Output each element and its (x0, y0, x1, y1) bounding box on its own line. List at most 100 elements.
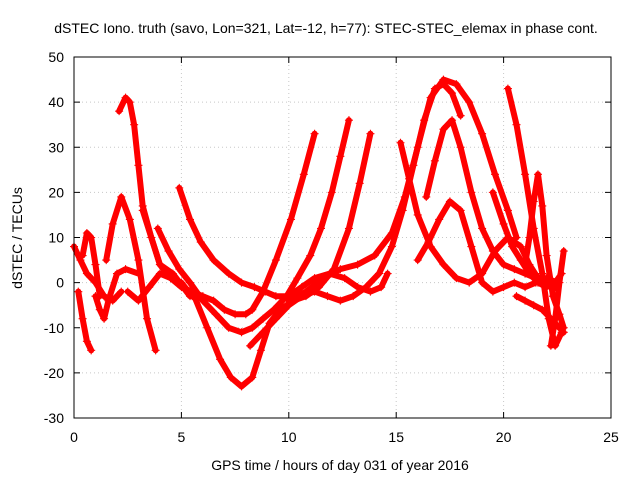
series-line (154, 117, 352, 336)
data-point (246, 341, 255, 350)
data-point (271, 256, 280, 265)
data-point (237, 328, 246, 337)
data-point (467, 188, 476, 197)
data-point (405, 174, 414, 183)
data-point (478, 129, 487, 138)
data-point (559, 247, 568, 256)
data-point (104, 296, 113, 305)
data-point (512, 292, 521, 301)
data-point (439, 75, 448, 84)
data-point (375, 269, 384, 278)
y-tick-label: 40 (48, 94, 64, 110)
data-point (241, 310, 250, 319)
data-point (533, 170, 542, 179)
y-tick-label: -10 (44, 320, 64, 336)
data-point (185, 278, 194, 287)
data-point (297, 283, 306, 292)
data-series (153, 116, 353, 337)
data-point (226, 373, 235, 382)
data-point (516, 242, 525, 251)
plot-data (70, 75, 568, 391)
data-point (488, 188, 497, 197)
series-line (191, 130, 374, 390)
data-point (121, 265, 130, 274)
data-point (224, 269, 233, 278)
data-series (102, 192, 160, 355)
data-point (452, 80, 461, 89)
y-axis-label: dSTEC / TECUs (9, 187, 25, 289)
x-tick-label: 0 (70, 429, 78, 445)
data-point (125, 215, 134, 224)
data-point (125, 98, 134, 107)
data-point (387, 228, 396, 237)
data-point (478, 278, 487, 287)
data-point (336, 152, 345, 161)
data-series (284, 75, 521, 305)
x-tick-label: 15 (388, 429, 404, 445)
data-point (134, 296, 143, 305)
data-point (117, 192, 126, 201)
data-point (452, 274, 461, 283)
x-axis-label: GPS time / hours of day 031 of year 2016 (211, 457, 469, 473)
y-tick-label: -30 (44, 410, 64, 426)
data-point (306, 251, 315, 260)
data-point (224, 323, 233, 332)
data-point (448, 89, 457, 98)
data-point (349, 292, 358, 301)
data-point (301, 287, 310, 296)
data-series (512, 292, 568, 337)
chart-title: dSTEC Iono. truth (savo, Lon=321, Lat=-1… (54, 20, 598, 36)
data-point (377, 283, 386, 292)
data-point (155, 260, 164, 269)
data-point (231, 310, 240, 319)
data-point (102, 256, 111, 265)
data-point (216, 355, 225, 364)
data-point (284, 296, 293, 305)
data-point (185, 215, 194, 224)
data-point (78, 251, 87, 260)
data-point (323, 292, 332, 301)
data-point (508, 242, 517, 251)
data-point (383, 269, 392, 278)
data-series (413, 197, 562, 296)
data-point (336, 296, 345, 305)
data-point (499, 260, 508, 269)
data-point (525, 269, 534, 278)
data-point (559, 323, 568, 332)
data-point (299, 170, 308, 179)
data-point (87, 233, 96, 242)
data-point (448, 116, 457, 125)
data-point (286, 215, 295, 224)
data-point (271, 314, 280, 323)
data-point (177, 283, 186, 292)
data-point (91, 260, 100, 269)
x-tick-label: 5 (178, 429, 186, 445)
data-point (525, 233, 534, 242)
data-point (521, 260, 530, 269)
data-point (340, 274, 349, 283)
x-tick-label: 25 (603, 429, 619, 445)
data-point (256, 346, 265, 355)
data-point (422, 192, 431, 201)
data-point (521, 170, 530, 179)
x-tick-label: 20 (496, 429, 512, 445)
data-point (153, 224, 162, 233)
data-point (424, 238, 433, 247)
data-point (355, 179, 364, 188)
data-point (145, 283, 154, 292)
data-point (203, 323, 212, 332)
data-point (413, 256, 422, 265)
data-point (413, 143, 422, 152)
data-series (546, 247, 568, 350)
data-point (87, 346, 96, 355)
data-point (134, 161, 143, 170)
data-point (336, 265, 345, 274)
data-point (362, 283, 371, 292)
data-point (551, 314, 560, 323)
x-tick-label: 10 (281, 429, 297, 445)
data-point (396, 138, 405, 147)
data-point (538, 201, 547, 210)
y-tick-label: 0 (56, 275, 64, 291)
data-point (370, 251, 379, 260)
series-line (397, 139, 541, 286)
